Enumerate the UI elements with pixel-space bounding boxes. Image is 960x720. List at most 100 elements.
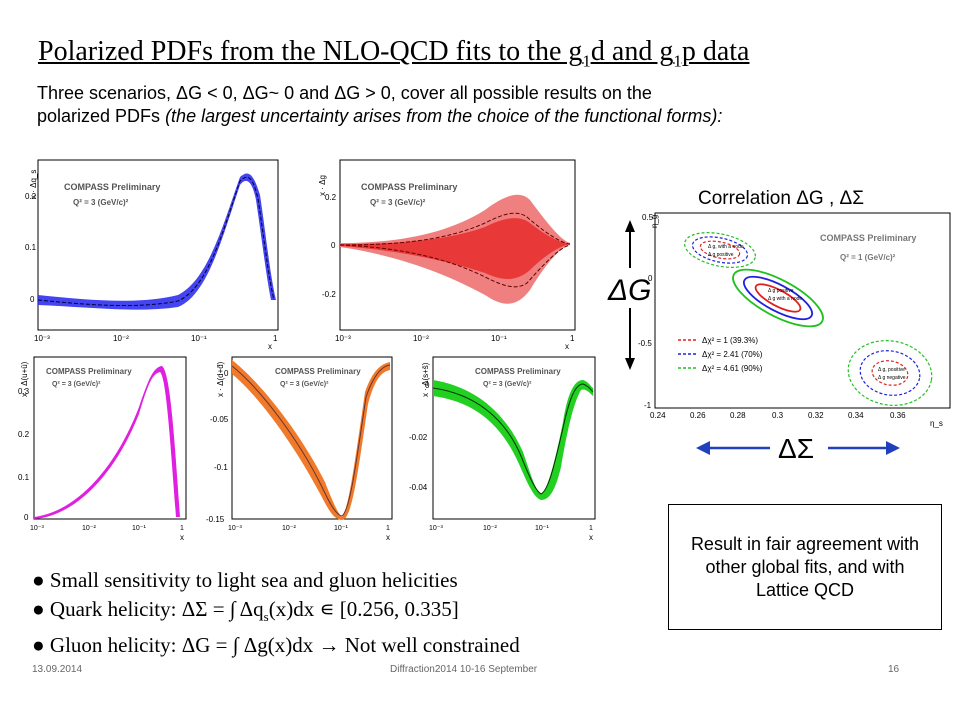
q2-label: Q² = 3 (GeV/c)² bbox=[370, 198, 426, 207]
ytick: 0.2 bbox=[25, 192, 37, 201]
ytick: 0 bbox=[425, 381, 430, 390]
legend-label: Δχ² = 4.61 (90%) bbox=[702, 364, 763, 373]
corr-xtick: 0.34 bbox=[848, 411, 864, 420]
x-axis-label: x bbox=[386, 533, 390, 542]
intro-line2: polarized PDFs bbox=[37, 106, 166, 126]
plot-frame bbox=[33, 356, 187, 520]
contour-top-blue bbox=[691, 236, 749, 264]
contour-mid-blue bbox=[742, 275, 814, 321]
xtick: 10⁻³ bbox=[30, 525, 44, 532]
corr-xtick: 0.24 bbox=[650, 411, 666, 420]
correlation-prelim: COMPASS Preliminary bbox=[820, 233, 916, 243]
xtick: 10⁻² bbox=[413, 334, 429, 343]
ytick: 0 bbox=[331, 241, 336, 250]
plot-delta-qs: COMPASS Preliminary Q² = 3 (GeV/c)² 0.2 … bbox=[8, 155, 283, 350]
ytick: 0.2 bbox=[325, 193, 337, 202]
arrow-up-icon bbox=[625, 220, 635, 232]
error-band bbox=[232, 360, 390, 520]
y-axis-label: x · Δg bbox=[318, 175, 327, 196]
prelim-label: COMPASS Preliminary bbox=[275, 367, 361, 376]
contour-label: Δ g, positive bbox=[878, 367, 905, 373]
corr-x-axis: η_s bbox=[930, 419, 943, 428]
contour-top-green bbox=[684, 232, 756, 268]
plot-delta-s: COMPASS Preliminary Q² = 3 (GeV/c)² 0 -0… bbox=[405, 352, 600, 542]
y-axis-label: x · Δ(d+d̄) bbox=[216, 361, 225, 397]
xtick: 1 bbox=[386, 525, 390, 532]
xtick: 10⁻¹ bbox=[191, 334, 207, 343]
intro-line2-italic: (the largest uncertainty arises from the… bbox=[165, 106, 723, 126]
ytick: 0 bbox=[24, 513, 29, 522]
corr-ytick: 0.5 bbox=[642, 213, 654, 222]
contour-label: Δ g with a node bbox=[768, 296, 802, 302]
ytick: -0.2 bbox=[322, 290, 336, 299]
xtick: 10⁻² bbox=[483, 525, 497, 532]
contour-top-red bbox=[699, 240, 741, 260]
y-axis-label: x · Δq_s bbox=[29, 170, 38, 199]
big-delta-g: ΔG bbox=[607, 274, 651, 307]
corr-ytick: -1 bbox=[644, 401, 652, 410]
contour-bot-blue bbox=[859, 350, 921, 396]
plot-delta-g: COMPASS Preliminary Q² = 3 (GeV/c)² 0.2 … bbox=[305, 155, 580, 350]
plot-frame bbox=[37, 159, 279, 331]
ytick: -0.1 bbox=[214, 463, 228, 472]
central-curve bbox=[339, 212, 571, 246]
contour-bot-red bbox=[871, 360, 909, 386]
x-axis-label: x bbox=[268, 342, 272, 350]
contour-label: Δ g positive bbox=[708, 252, 734, 258]
correlation-q2: Q² = 1 (GeV/c)² bbox=[840, 253, 896, 262]
q2-label: Q² = 3 (GeV/c)² bbox=[483, 381, 532, 388]
q2-label: Q² = 3 (GeV/c)² bbox=[280, 381, 329, 388]
q2-label: Q² = 3 (GeV/c)² bbox=[73, 198, 129, 207]
ytick: 0 bbox=[30, 295, 35, 304]
x-axis-label: x bbox=[180, 533, 184, 542]
corr-xtick: 0.26 bbox=[690, 411, 706, 420]
big-delta-sigma: ΔΣ bbox=[778, 433, 814, 464]
contour-label: Δ g negative bbox=[878, 375, 906, 381]
slide-title: Polarized PDFs from the NLO-QCD fits to … bbox=[38, 36, 750, 71]
ytick: 0.2 bbox=[18, 430, 30, 439]
contour-label: Δ g, with a node bbox=[708, 244, 744, 250]
xtick: 10⁻² bbox=[113, 334, 129, 343]
footer-page: 16 bbox=[888, 664, 900, 675]
xtick: 1 bbox=[273, 334, 278, 343]
bullet-item: ● Small sensitivity to light sea and glu… bbox=[32, 568, 458, 592]
ytick: 0 bbox=[224, 369, 229, 378]
xtick: 10⁻³ bbox=[335, 334, 351, 343]
legend-label: Δχ² = 1 (39.3%) bbox=[702, 336, 758, 345]
ytick: 0.1 bbox=[18, 473, 30, 482]
arrow-left-icon bbox=[696, 441, 710, 455]
prelim-label: COMPASS Preliminary bbox=[46, 367, 132, 376]
ytick: -0.04 bbox=[409, 483, 428, 492]
ytick: -0.05 bbox=[210, 415, 229, 424]
corr-xtick: 0.36 bbox=[890, 411, 906, 420]
summary-bullets: ● Small sensitivity to light sea and glu… bbox=[32, 566, 672, 660]
xtick: 10⁻² bbox=[82, 525, 96, 532]
ytick: 0.1 bbox=[25, 243, 37, 252]
ytick: -0.15 bbox=[206, 515, 225, 524]
corr-ytick: -0.5 bbox=[638, 339, 652, 348]
result-text: Result in fair agreement with other glob… bbox=[690, 533, 920, 600]
central-curve bbox=[231, 364, 391, 517]
legend-label: Δχ² = 2.41 (70%) bbox=[702, 350, 763, 359]
error-band-inner bbox=[340, 218, 570, 279]
bullet-item: ● Quark helicity: ΔΣ = ∫ Δqs(x)dx ∊ [0.2… bbox=[32, 597, 459, 625]
contour-mid-red bbox=[754, 283, 802, 313]
bullet-item: ● Gluon helicity: ΔG = ∫ Δg(x)dx → Not w… bbox=[32, 633, 520, 658]
correlation-plot: Correlation ΔG , ΔΣ COMPASS Preliminary … bbox=[600, 168, 955, 468]
footer-event: Diffraction2014 10-16 September bbox=[390, 664, 538, 675]
arrow-right-icon bbox=[886, 441, 900, 455]
central-curve bbox=[37, 176, 275, 307]
correlation-title: Correlation ΔG , ΔΣ bbox=[698, 188, 864, 209]
result-box: Result in fair agreement with other glob… bbox=[668, 504, 942, 630]
corr-ytick: 0 bbox=[648, 274, 653, 283]
intro-text: Three scenarios, ΔG < 0, ΔG~ 0 and ΔG > … bbox=[37, 82, 957, 128]
corr-xtick: 0.3 bbox=[772, 411, 784, 420]
xtick: 10⁻¹ bbox=[334, 525, 348, 532]
plot-frame bbox=[231, 356, 393, 520]
xtick: 10⁻³ bbox=[429, 525, 443, 532]
prelim-label: COMPASS Preliminary bbox=[475, 367, 561, 376]
xtick: 10⁻³ bbox=[34, 334, 50, 343]
xtick: 1 bbox=[570, 334, 575, 343]
corr-xtick: 0.32 bbox=[808, 411, 824, 420]
correlation-frame bbox=[654, 212, 951, 409]
